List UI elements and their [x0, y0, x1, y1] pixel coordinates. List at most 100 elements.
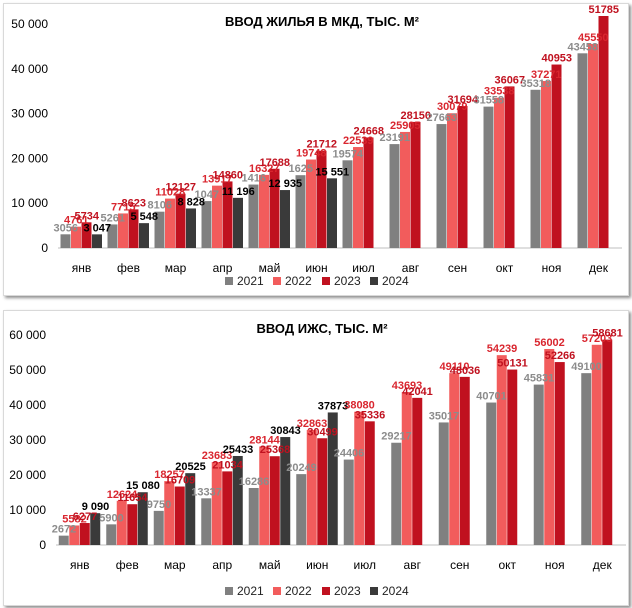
data-label-2024: 9 090	[82, 501, 110, 513]
bar-2023-май	[269, 456, 280, 545]
data-label-2024: 8 828	[177, 196, 205, 208]
data-label-2022: 54239	[487, 343, 518, 355]
chart-panel-izhs: ВВОД ИЖС, ТЫС. М² 0 10 000 20 000 30 000 40 0…	[3, 310, 629, 606]
bar-2021-ноя	[533, 384, 544, 545]
data-label-2023: 11654	[118, 492, 149, 504]
bar-2021-дек	[581, 373, 592, 545]
x-tick-label: янв	[70, 558, 90, 572]
bar-2021-окт	[486, 402, 497, 545]
data-label-2022: 16327	[249, 163, 280, 175]
legend-swatch-2022	[273, 587, 281, 595]
legend-label-2024: 2024	[382, 584, 409, 598]
data-label-2022: 38080	[344, 400, 375, 412]
bar-2021-май	[248, 184, 259, 248]
data-label-2024: 15 080	[126, 480, 160, 492]
bar-2024-янв	[90, 513, 101, 545]
data-label-2022: 19748	[296, 148, 327, 160]
bar-2022-июл	[353, 147, 363, 248]
data-label-2024: 20525	[175, 461, 206, 473]
chart-panel-mkd: ВВОД ЖИЛЬЯ В МКД, ТЫС. М² 0 10 000 20 000 30…	[3, 3, 629, 296]
y-tick-label: 10 000	[11, 196, 48, 210]
bar-2021-ноя	[530, 89, 541, 248]
y-tick-label: 10 000	[9, 503, 46, 517]
data-label-2023: 5734	[75, 210, 100, 222]
legend-swatch-2021	[225, 277, 233, 285]
bar-2022-окт	[496, 355, 507, 545]
x-tick-label: мар	[165, 261, 187, 275]
bar-2022-сен	[449, 373, 460, 545]
data-label-2024: 5 548	[130, 211, 158, 223]
bar-2021-сен	[438, 422, 449, 545]
bar-2022-авг	[400, 131, 410, 248]
y-tick-label: 50 000	[9, 363, 46, 377]
x-tick-label: июл	[354, 558, 376, 572]
data-label-2023: 30499	[307, 426, 338, 438]
x-tick-label: дек	[593, 558, 613, 572]
data-label-2023: 24668	[353, 125, 384, 137]
data-label-2023: 36067	[494, 74, 525, 86]
data-label-2022: 4761	[64, 215, 88, 227]
data-label-2021: 35318	[520, 78, 551, 90]
data-label-2021: 43458	[567, 41, 598, 53]
data-label-2021: 1047	[195, 189, 219, 201]
x-tick-label: мар	[164, 558, 186, 572]
y-tick-label: 30 000	[9, 433, 46, 447]
bar-2022-фев	[118, 213, 128, 248]
data-label-2023: 31694	[447, 94, 478, 106]
data-label-2024: 11 196	[222, 186, 255, 198]
x-tick-label: фев	[116, 558, 139, 572]
data-label-2022: 25905	[390, 120, 421, 132]
data-label-2023: 51785	[588, 4, 619, 16]
bar-2023-апр	[222, 181, 233, 248]
bar-2023-ноя	[551, 64, 562, 248]
data-label-2023: 25368	[260, 444, 291, 456]
bar-2023-авг	[412, 397, 423, 545]
x-tick-label: янв	[72, 261, 92, 275]
chart-izhs-svg: ВВОД ИЖС, ТЫС. М² 0 10 000 20 000 30 000 40 0…	[9, 321, 626, 598]
legend-label-2024: 2024	[382, 274, 409, 288]
bar-2021-апр	[201, 498, 212, 545]
x-tick-label: авг	[404, 558, 422, 572]
bar-2023-мар	[175, 193, 186, 248]
data-label-2023: 14860	[212, 169, 243, 181]
y-tick-label: 40 000	[11, 62, 48, 76]
data-label-2021: 13337	[191, 486, 222, 498]
bar-2024-июн	[327, 178, 337, 248]
data-label-2022: 23683	[202, 450, 233, 462]
data-label-2021: 1416	[242, 173, 266, 185]
data-label-2022: 33538	[484, 86, 515, 98]
data-label-2023: 35336	[355, 409, 386, 421]
legend-label-2021: 2021	[237, 584, 264, 598]
data-label-2022: 22539	[343, 135, 374, 147]
bar-2022-ноя	[541, 81, 551, 249]
bar-2023-янв	[79, 523, 90, 545]
bar-2021-авг	[389, 144, 400, 248]
data-label-2022: 37271	[531, 69, 562, 81]
y-tick-label: 20 000	[11, 151, 48, 165]
bar-2024-июн	[327, 412, 338, 545]
bar-2023-авг	[410, 121, 421, 248]
bar-2021-май	[248, 487, 259, 545]
data-label-2023: 40953	[541, 53, 572, 65]
data-label-2021: 27663	[426, 112, 457, 124]
x-tick-label: ноя	[545, 558, 565, 572]
bar-2022-май	[259, 174, 269, 248]
x-tick-label: май	[259, 558, 281, 572]
bar-2024-апр	[232, 455, 243, 545]
data-label-2022: 45550	[578, 32, 609, 44]
bar-2022-июн	[306, 159, 316, 248]
y-tick-label: 50 000	[11, 17, 48, 31]
legend-swatch-2023	[322, 277, 330, 285]
bar-2024-мар	[186, 208, 196, 248]
bar-2022-май	[259, 446, 270, 545]
x-tick-label: июл	[352, 261, 374, 275]
bar-2021-июл	[343, 459, 354, 545]
bar-2021-сен	[436, 124, 447, 248]
data-label-2021: 1625	[289, 163, 313, 175]
data-label-2021: 29217	[381, 431, 412, 443]
data-label-2022: 30079	[437, 101, 468, 113]
data-label-2023: 28150	[400, 110, 431, 122]
bar-2023-мар	[174, 486, 185, 545]
bar-2022-янв	[71, 226, 81, 248]
data-label-2021: 20249	[286, 462, 317, 474]
